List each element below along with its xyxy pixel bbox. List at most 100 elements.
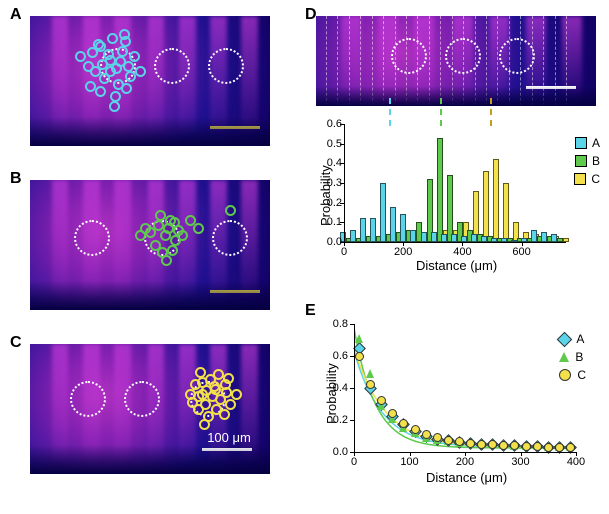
cell-marker: [105, 55, 116, 66]
cell-marker: [99, 73, 110, 84]
scatter-point-C: [555, 443, 564, 452]
hist-bar-C: [503, 183, 509, 242]
e-legend-text-B: B: [575, 350, 583, 364]
hist-bar-B: [437, 138, 443, 242]
cell-marker: [221, 387, 232, 398]
cell-marker: [177, 230, 188, 241]
cell-marker: [161, 255, 172, 266]
panel-label-e: E: [305, 302, 316, 320]
grid-dotline: [486, 16, 487, 106]
d-x-axis: [344, 242, 566, 243]
cell-marker: [193, 391, 204, 402]
cell-marker: [167, 245, 178, 256]
e-legend-text-C: C: [577, 368, 586, 382]
cell-marker: [95, 86, 106, 97]
panel-e-legend: ABC: [559, 332, 586, 386]
e-legend-marker-A: [557, 331, 573, 347]
cell-marker: [135, 66, 146, 77]
scatter-point-C: [422, 430, 431, 439]
grid-dotline: [555, 16, 556, 106]
fit-line-A: [354, 351, 576, 447]
hist-bar-C: [483, 171, 489, 242]
cell-marker: [119, 29, 130, 40]
hist-bar-C: [493, 159, 499, 242]
cell-marker: [169, 217, 180, 228]
legend-b: B: [575, 154, 600, 168]
grid-dotline: [429, 16, 430, 106]
hist-bar-A: [380, 183, 386, 242]
legend-swatch-c: [574, 173, 586, 185]
connector-C: [490, 98, 492, 126]
legend-text-c: C: [591, 172, 600, 186]
scatter-point-C: [566, 443, 575, 452]
whisker-circle: [70, 381, 106, 417]
e-legend-C: C: [559, 368, 586, 382]
whisker-circle: [124, 381, 160, 417]
e-legend-A: A: [559, 332, 586, 346]
cell-marker: [87, 47, 98, 58]
cell-marker: [223, 373, 234, 384]
legend-c: C: [574, 172, 600, 186]
panel-d-image: [316, 16, 596, 106]
whisker-circle: [208, 48, 244, 84]
grid-dotline: [440, 16, 441, 106]
fit-line-B: [354, 328, 576, 448]
microscopy-d: [316, 16, 596, 106]
cell-marker: [85, 81, 96, 92]
cell-marker: [117, 46, 128, 57]
grid-dotline: [372, 16, 373, 106]
panel-e-scatter: [354, 324, 576, 452]
e-legend-marker-B: [559, 352, 569, 362]
whisker-circle: [154, 48, 190, 84]
cell-marker: [107, 33, 118, 44]
microscopy-a: [30, 16, 270, 146]
panel-d-chart-container: Probability Distance (μm) 0.00.10.20.30.…: [316, 106, 596, 276]
grid-dotline: [497, 16, 498, 106]
scale-bar: [210, 290, 260, 293]
cell-marker: [225, 205, 236, 216]
cell-marker: [219, 409, 230, 420]
cell-marker: [109, 101, 120, 112]
panel-a-image: [30, 16, 270, 146]
d-xlabel: Distance (μm): [416, 258, 497, 273]
scale-bar: [526, 86, 576, 89]
cell-marker: [193, 223, 204, 234]
cell-marker: [129, 51, 140, 62]
panel-label-c: C: [10, 334, 22, 352]
scale-bar: [210, 126, 260, 129]
scatter-point-C: [544, 443, 553, 452]
cell-marker: [123, 61, 134, 72]
grid-dotline: [326, 16, 327, 106]
panel-e-chart-container: Probability Distance (μm) 0.00.20.40.60.…: [316, 314, 596, 494]
grid-dotline: [349, 16, 350, 106]
scatter-point-C: [533, 442, 542, 451]
figure-root: A B C 100 μm D Probability Distance (μm)…: [0, 0, 609, 514]
panel-label-d: D: [305, 6, 317, 24]
grid-dotline: [543, 16, 544, 106]
legend-a: A: [575, 136, 600, 150]
grid-dotline: [383, 16, 384, 106]
legend-text-a: A: [592, 136, 600, 150]
cell-marker: [231, 389, 242, 400]
microscopy-c: 100 μm: [30, 344, 270, 474]
connector-B: [440, 98, 442, 126]
scale-bar: [202, 448, 252, 451]
e-legend-text-A: A: [576, 332, 584, 346]
cell-marker: [121, 83, 132, 94]
cell-marker: [199, 419, 210, 430]
e-legend-marker-C: [559, 369, 571, 381]
panel-label-b: B: [10, 170, 22, 188]
d-y-axis: [344, 124, 345, 242]
whisker-circle: [212, 220, 248, 256]
scatter-point-C: [455, 437, 464, 446]
legend-swatch-a: [575, 137, 587, 149]
cell-marker: [225, 399, 236, 410]
cell-marker: [75, 51, 86, 62]
scatter-point-C: [355, 352, 364, 361]
scatter-point-C: [466, 439, 475, 448]
cell-marker: [155, 210, 166, 221]
whisker-circle: [445, 38, 481, 74]
cell-marker: [209, 381, 220, 392]
scatter-point-C: [411, 425, 420, 434]
cell-marker: [135, 230, 146, 241]
